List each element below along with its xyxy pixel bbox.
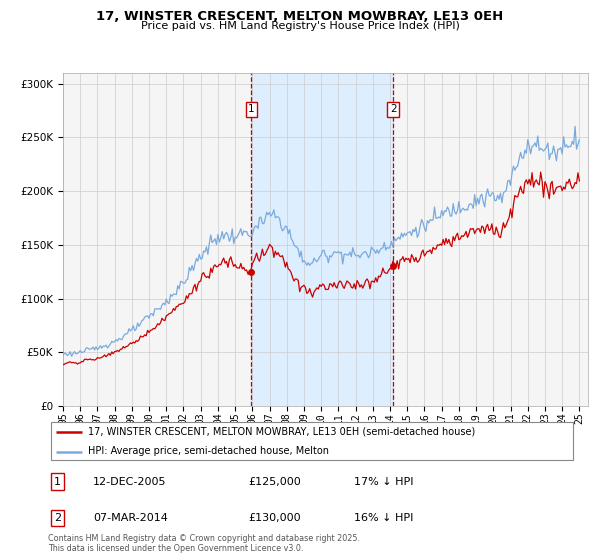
- Text: Price paid vs. HM Land Registry's House Price Index (HPI): Price paid vs. HM Land Registry's House …: [140, 21, 460, 31]
- Text: £125,000: £125,000: [248, 477, 301, 487]
- Text: 17, WINSTER CRESCENT, MELTON MOWBRAY, LE13 0EH: 17, WINSTER CRESCENT, MELTON MOWBRAY, LE…: [97, 10, 503, 23]
- FancyBboxPatch shape: [50, 422, 574, 460]
- Text: 17, WINSTER CRESCENT, MELTON MOWBRAY, LE13 0EH (semi-detached house): 17, WINSTER CRESCENT, MELTON MOWBRAY, LE…: [88, 427, 475, 437]
- Text: 2: 2: [390, 105, 397, 114]
- Text: 2: 2: [54, 513, 61, 523]
- Text: 16% ↓ HPI: 16% ↓ HPI: [354, 513, 413, 523]
- Text: Contains HM Land Registry data © Crown copyright and database right 2025.
This d: Contains HM Land Registry data © Crown c…: [48, 534, 360, 553]
- Bar: [251, 73, 393, 406]
- Text: 07-MAR-2014: 07-MAR-2014: [93, 513, 168, 523]
- Text: 17% ↓ HPI: 17% ↓ HPI: [354, 477, 414, 487]
- Text: HPI: Average price, semi-detached house, Melton: HPI: Average price, semi-detached house,…: [88, 446, 329, 456]
- Text: 12-DEC-2005: 12-DEC-2005: [93, 477, 166, 487]
- Text: 1: 1: [54, 477, 61, 487]
- Text: £130,000: £130,000: [248, 513, 301, 523]
- Text: 1: 1: [248, 105, 255, 114]
